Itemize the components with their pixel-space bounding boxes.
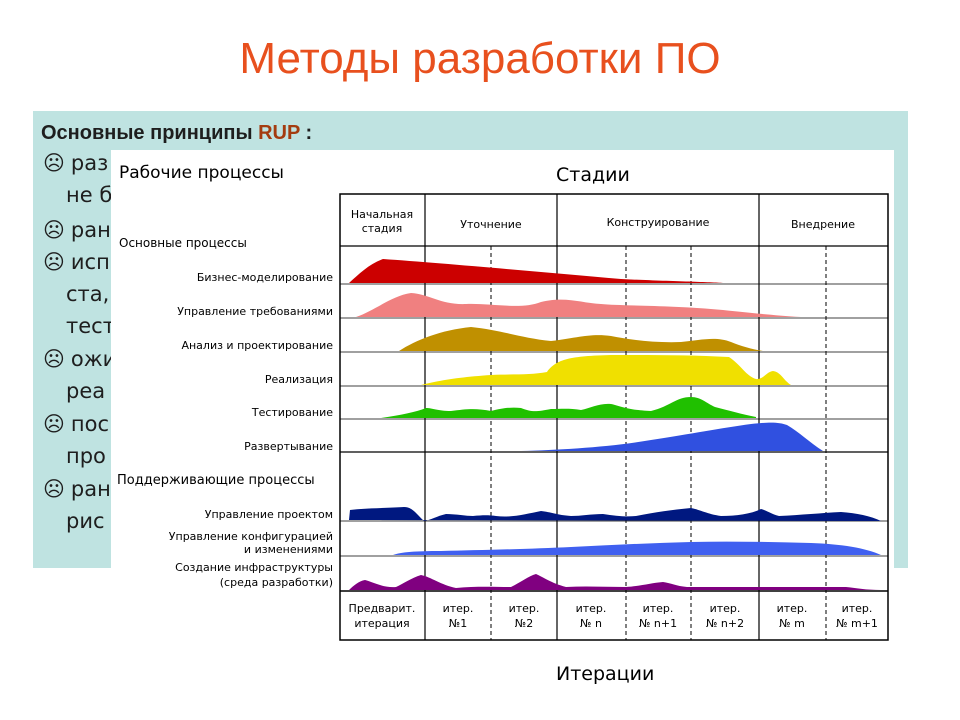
phase-label: Конструирование [607, 216, 710, 229]
bullet-line: ☹ ожи [43, 347, 116, 371]
bullet-line: ☹ ран [43, 218, 111, 242]
bullet-text: раз [70, 151, 109, 175]
workflow-label: Создание инфраструктуры [175, 561, 333, 574]
sad-face-bullet-icon: ☹ [43, 218, 65, 242]
iteration-label: итер. [777, 602, 808, 615]
support-workflow-labels: Управление проектом Управление конфигура… [169, 508, 333, 589]
workflow-label: Управление проектом [205, 508, 333, 521]
iteration-label: № m+1 [836, 617, 878, 630]
hump-environment [349, 574, 881, 590]
sad-face-bullet-icon: ☹ [43, 250, 65, 274]
hump-deployment [521, 422, 823, 451]
workflow-label: Анализ и проектирование [181, 339, 333, 352]
hump-config-change [393, 541, 881, 555]
bullet-line: ☹ раз [43, 151, 108, 175]
phase-label: Начальная [351, 208, 413, 221]
bullet-text: исп [70, 250, 110, 274]
iteration-label: Предварит. [349, 602, 416, 615]
bullet-text: ран [70, 477, 111, 501]
workflow-humps [349, 259, 881, 590]
iteration-label: №1 [449, 617, 467, 630]
bullet-text: ста, [66, 282, 110, 306]
hump-analysis-design [399, 327, 763, 351]
iteration-label: итер. [710, 602, 741, 615]
phase-label: Уточнение [460, 218, 522, 231]
heading-tail: : [299, 122, 313, 144]
hump-implementation [421, 355, 791, 385]
hump-testing [381, 397, 756, 418]
grid-frame [339, 193, 889, 641]
workflow-label: Развертывание [244, 440, 333, 453]
iteration-label: № n [580, 617, 602, 630]
bullet-text: рис [66, 509, 105, 533]
principles-heading: Основные принципы RUP : [41, 122, 312, 145]
bullet-text: пос [70, 412, 110, 436]
iteration-label: №2 [515, 617, 533, 630]
iteration-label: № n+1 [639, 617, 677, 630]
hump-business-modeling [349, 259, 723, 283]
bullet-line: ☹ исп [43, 250, 110, 274]
iterations-title: Итерации [556, 663, 654, 685]
bullet-line: ста, [66, 282, 109, 306]
bullet-text: про [66, 444, 106, 468]
sad-face-bullet-icon: ☹ [43, 151, 65, 175]
bullet-text: не б [66, 183, 113, 207]
phase-label: Внедрение [791, 218, 855, 231]
iteration-label: № n+2 [706, 617, 744, 630]
hump-project-management [349, 507, 881, 521]
iteration-labels: Предварит. итерация итер. №1 итер. №2 ит… [349, 602, 878, 630]
heading-accent: RUP [258, 122, 300, 144]
bullet-line: не б [66, 183, 112, 207]
workflow-label: Бизнес-моделирование [197, 271, 333, 284]
bullet-line: реа [66, 379, 105, 403]
bullet-line: про [66, 444, 106, 468]
slide-title: Методы разработки ПО [239, 34, 721, 83]
iteration-label: итер. [643, 602, 674, 615]
sad-face-bullet-icon: ☹ [43, 412, 65, 436]
iteration-label: итер. [842, 602, 873, 615]
workflow-label: Управление конфигурацией [169, 530, 333, 543]
core-workflow-labels: Бизнес-моделирование Управление требован… [177, 271, 333, 453]
workflow-label: Реализация [265, 373, 333, 386]
workflows-title: Рабочие процессы [119, 163, 284, 183]
phase-label: стадия [362, 222, 403, 235]
core-group-label: Основные процессы [119, 236, 247, 250]
bullet-line: ☹ ран [43, 477, 111, 501]
bullet-text: ран [70, 218, 111, 242]
iteration-label: итер. [509, 602, 540, 615]
bullet-text: ожи [70, 347, 117, 371]
workflow-label: Тестирование [251, 406, 333, 419]
iteration-label: итер. [443, 602, 474, 615]
hump-requirements [356, 293, 801, 317]
iteration-label: итерация [354, 617, 409, 630]
bullet-text: реа [66, 379, 106, 403]
rup-diagram-svg: Рабочие процессы Стадии Основные процесс… [117, 163, 889, 685]
bullet-line: тест [66, 314, 115, 338]
bullet-line: ☹ пос [43, 412, 109, 436]
iteration-label: итер. [576, 602, 607, 615]
phases-title: Стадии [556, 164, 630, 186]
sad-face-bullet-icon: ☹ [43, 347, 65, 371]
workflow-label: (среда разработки) [220, 576, 333, 589]
iteration-label: № m [779, 617, 805, 630]
phase-labels: Начальная стадия Уточнение Конструирован… [351, 208, 855, 235]
heading-main: Основные принципы [41, 122, 253, 144]
bullet-text: тест [66, 314, 115, 338]
support-group-label: Поддерживающие процессы [117, 473, 315, 488]
rup-diagram: Рабочие процессы Стадии Основные процесс… [111, 150, 894, 688]
row-separators [340, 283, 888, 557]
workflow-label: Управление требованиями [177, 305, 333, 318]
bullet-line: рис [66, 509, 105, 533]
sad-face-bullet-icon: ☹ [43, 477, 65, 501]
workflow-label: и изменениями [244, 543, 333, 556]
